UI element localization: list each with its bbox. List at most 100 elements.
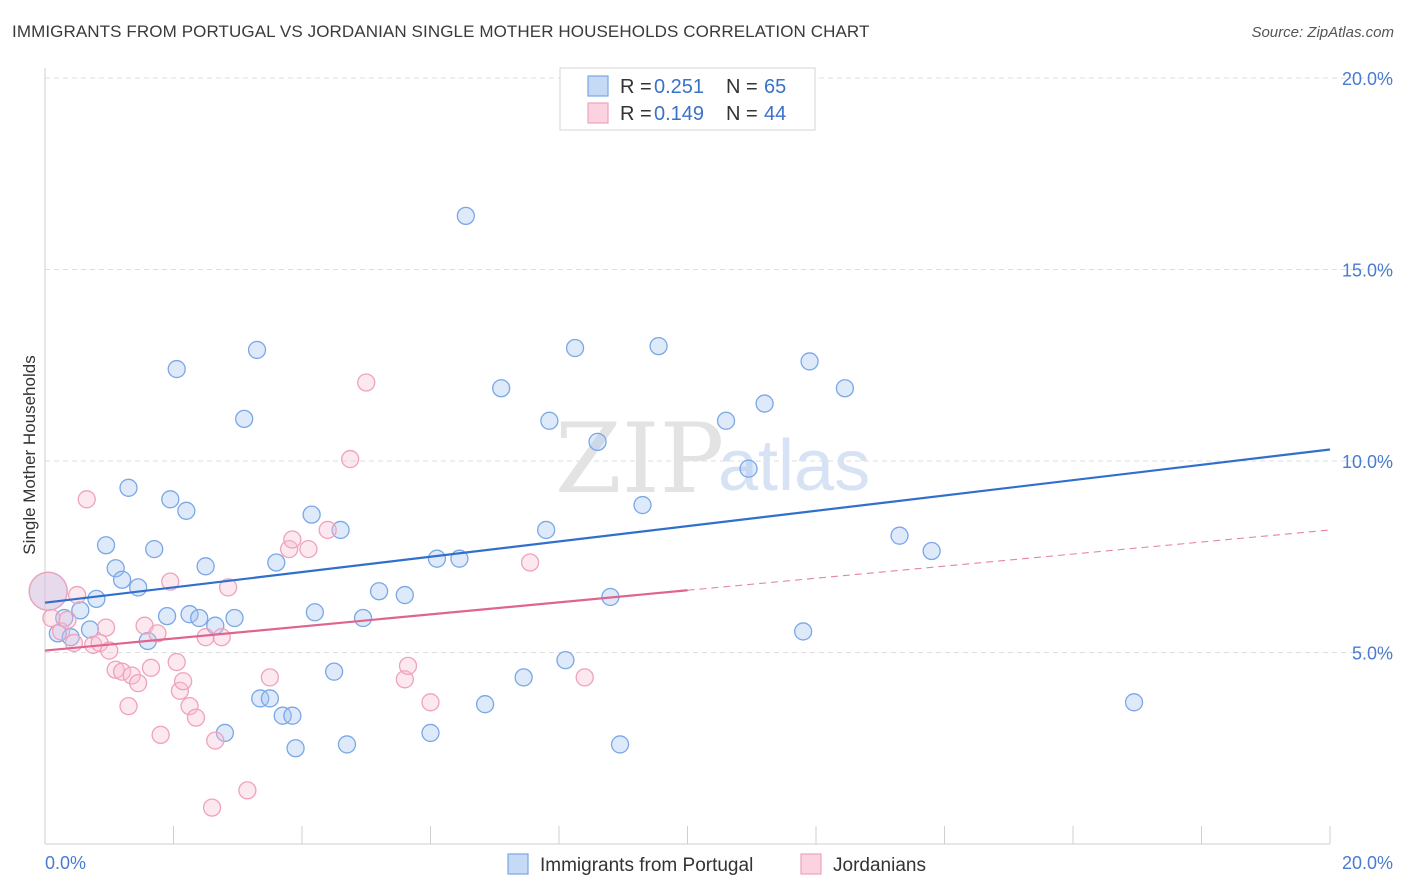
data-point-portugal xyxy=(225,608,244,628)
grid-lines xyxy=(45,77,1392,653)
data-point-portugal xyxy=(302,505,321,524)
data-point-portugal xyxy=(251,689,270,708)
bottom-legend: Immigrants from Portugal Jordanians xyxy=(507,853,926,876)
data-point-jordan xyxy=(395,670,414,689)
data-point-jordan xyxy=(279,539,299,559)
data-point-portugal xyxy=(190,608,209,628)
data-point-portugal xyxy=(235,409,254,429)
data-point-portugal xyxy=(161,490,180,509)
data-point-jordan xyxy=(180,696,199,716)
data-point-jordan xyxy=(100,641,119,660)
data-point-portugal xyxy=(1124,693,1144,712)
data-point-portugal xyxy=(119,478,138,497)
data-point-jordan xyxy=(112,662,132,681)
data-point-jordan xyxy=(67,585,87,605)
legend-n-value-1: 65 xyxy=(764,76,786,98)
bottom-legend-jordan: Jordanians xyxy=(833,855,926,876)
data-point-portugal xyxy=(283,706,302,725)
data-point-portugal xyxy=(61,628,80,647)
data-point-jordan xyxy=(129,673,148,693)
tick-labels: 5.0% 10.0% 15.0% 20.0% 0.0% 20.0% xyxy=(45,69,1393,873)
y-tick-label: 20.0% xyxy=(1342,69,1393,89)
data-point-portugal xyxy=(96,536,116,555)
legend-swatch-portugal xyxy=(587,75,609,97)
legend-n-value-2: 44 xyxy=(764,103,786,125)
trend-line-jordan-extension xyxy=(687,529,1331,591)
y-axis-label: Single Mother Households xyxy=(20,355,39,554)
data-point-jordan xyxy=(202,798,222,817)
data-point-jordan xyxy=(196,628,215,647)
data-point-jordan xyxy=(218,578,238,597)
series-portugal-points xyxy=(28,206,1144,758)
y-tick-label: 10.0% xyxy=(1342,452,1393,472)
data-point-portugal xyxy=(247,340,267,360)
data-point-portugal xyxy=(305,603,325,622)
data-point-portugal xyxy=(540,411,559,430)
data-point-portugal xyxy=(177,501,196,520)
data-point-jordan xyxy=(119,696,138,716)
data-point-jordan xyxy=(341,449,360,469)
data-point-portugal xyxy=(456,206,475,226)
y-tick-label: 15.0% xyxy=(1342,261,1393,281)
data-point-jordan xyxy=(357,373,376,392)
y-tick-label: 5.0% xyxy=(1352,644,1393,664)
trend-line-portugal xyxy=(44,448,1331,604)
bottom-legend-swatch-portugal xyxy=(507,853,529,875)
data-point-jordan xyxy=(42,608,61,628)
data-point-jordan xyxy=(186,708,206,727)
data-point-jordan xyxy=(575,668,594,687)
data-point-jordan xyxy=(260,668,280,687)
bottom-legend-swatch-jordan xyxy=(800,853,822,875)
data-point-portugal xyxy=(427,549,447,568)
series-jordan-points xyxy=(28,373,594,817)
bottom-legend-portugal: Immigrants from Portugal xyxy=(540,855,753,876)
data-point-portugal xyxy=(835,379,855,398)
x-tick-label-min: 0.0% xyxy=(45,853,86,873)
data-point-portugal xyxy=(633,495,652,515)
data-point-portugal xyxy=(273,706,292,725)
chart-source: Source: ZipAtlas.com xyxy=(1251,24,1394,41)
data-point-jordan xyxy=(238,781,257,800)
data-point-jordan xyxy=(167,652,186,672)
data-point-portugal xyxy=(71,601,90,620)
data-point-jordan xyxy=(173,672,193,691)
data-point-portugal xyxy=(755,394,774,413)
data-point-portugal xyxy=(55,608,74,628)
data-point-portugal xyxy=(739,459,758,478)
data-point-jordan xyxy=(318,520,337,540)
trend-line-jordan xyxy=(44,589,688,652)
data-point-portugal xyxy=(421,723,440,743)
legend-r-value-1: 0.251 xyxy=(654,76,704,98)
data-point-portugal xyxy=(112,570,132,589)
data-point-jordan xyxy=(283,530,302,549)
data-point-portugal xyxy=(260,689,280,708)
data-point-jordan xyxy=(421,693,440,712)
data-point-portugal xyxy=(80,620,100,639)
data-point-jordan xyxy=(148,624,167,643)
x-tick-label-max: 20.0% xyxy=(1342,853,1393,873)
data-point-portugal xyxy=(800,352,819,371)
data-point-jordan xyxy=(28,571,68,611)
data-point-jordan xyxy=(161,572,180,591)
axes xyxy=(44,68,1331,845)
data-point-portugal xyxy=(286,739,305,758)
data-point-portugal xyxy=(215,723,235,743)
watermark-atlas: atlas xyxy=(718,426,870,506)
data-point-portugal xyxy=(794,622,813,641)
legend-n-label-2: N = xyxy=(726,103,758,125)
chart-title: IMMIGRANTS FROM PORTUGAL VS JORDANIAN SI… xyxy=(12,22,870,41)
legend-swatch-jordan xyxy=(587,102,609,124)
data-point-portugal xyxy=(588,432,607,452)
data-point-portugal xyxy=(475,695,495,714)
data-point-portugal xyxy=(395,585,414,605)
data-point-portugal xyxy=(106,559,125,578)
data-point-portugal xyxy=(514,668,533,687)
legend-n-label-1: N = xyxy=(726,76,758,98)
data-point-portugal xyxy=(324,662,344,681)
legend: R = 0.251 N = 65 R = 0.149 N = 44 xyxy=(559,67,816,131)
legend-r-label-1: R = xyxy=(620,76,652,98)
data-point-portugal xyxy=(649,336,668,356)
watermark-zip: ZIP xyxy=(555,403,724,515)
data-point-jordan xyxy=(151,725,170,744)
data-point-jordan xyxy=(90,633,109,653)
